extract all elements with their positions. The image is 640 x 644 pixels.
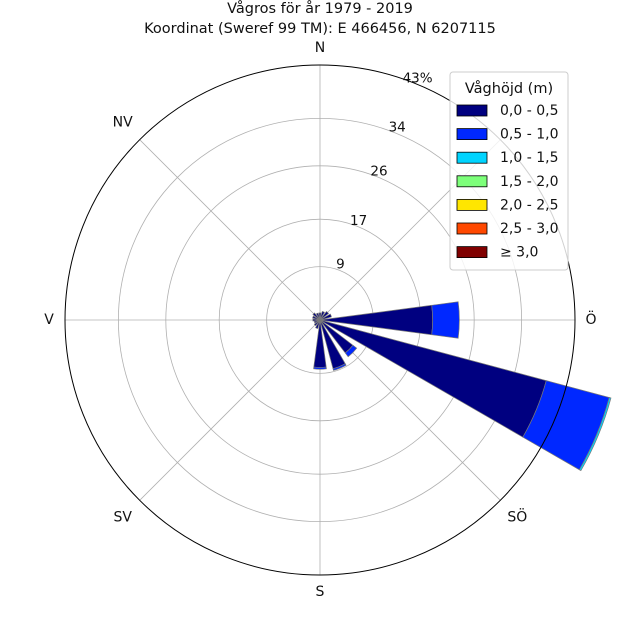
direction-label-sv: SV: [113, 509, 132, 525]
sector-bar-7-0: [313, 319, 321, 324]
polar-grid: [65, 65, 575, 575]
radial-tick-label-4: 43%: [403, 70, 433, 86]
legend: Våghöjd (m) 0,0 - 0,5 0,5 - 1,0 1,0 - 1,5 1,…: [449, 71, 569, 271]
sector-bars: [312, 301, 612, 472]
legend-label-1: 0,5 - 1,0: [500, 127, 558, 143]
legend-swatch-4: [456, 198, 488, 211]
legend-label-3: 1,5 - 2,0: [500, 174, 558, 190]
legend-swatch-0: [456, 104, 488, 117]
legend-swatch-2: [456, 151, 488, 164]
legend-title: Våghöjd (m): [465, 80, 553, 97]
legend-box: [449, 71, 569, 271]
sector-bar-1-2: [578, 397, 612, 472]
direction-label-v: V: [44, 312, 54, 328]
sector-bar-6-0: [313, 319, 321, 327]
legend-swatch-5: [456, 222, 488, 235]
direction-label-ö: Ö: [585, 310, 596, 328]
outer-frame-circle: [64, 64, 576, 576]
grid-spoke-225: [139, 319, 321, 501]
sector-bar-8-0: [312, 318, 321, 322]
sector-bar-0-0: [319, 304, 434, 336]
sector-bar-11-0: [315, 312, 321, 321]
direction-labels: N NV V SV S SÖ Ö: [44, 40, 596, 600]
legend-label-0: 0,0 - 0,5: [500, 103, 558, 119]
radial-tick-labels: 9 17 26 34 43%: [336, 70, 433, 272]
legend-label-6: ≥ 3,0: [500, 245, 538, 261]
sector-bar-1-0: [319, 319, 547, 438]
legend-swatch-1: [456, 128, 488, 141]
legend-label-5: 2,5 - 3,0: [500, 221, 558, 237]
polar-frame: [64, 64, 576, 576]
direction-label-n: N: [315, 40, 325, 56]
sector-bar-15-0: [319, 313, 332, 321]
sector-bar-0-1: [431, 301, 460, 339]
chart-title: Vågros för år 1979 - 2019: [227, 0, 413, 17]
sector-bar-3-1: [332, 363, 347, 371]
legend-swatch-6: [456, 246, 488, 259]
sector-bar-5-0: [315, 319, 321, 330]
sector-bar-9-0: [312, 315, 321, 321]
legend-label-4: 2,0 - 2,5: [500, 197, 558, 213]
direction-label-s: S: [316, 584, 325, 600]
sector-bar-4-1: [313, 366, 327, 370]
sector-bar-13-0: [319, 310, 325, 321]
direction-label-sö: SÖ: [507, 507, 527, 525]
radial-tick-label-2: 26: [370, 164, 387, 180]
legend-swatch-3: [456, 175, 488, 188]
radial-tick-label-0: 9: [336, 257, 345, 273]
legend-label-2: 1,0 - 1,5: [500, 150, 558, 166]
chart-subtitle: Koordinat (Sweref 99 TM): E 466456, N 62…: [144, 21, 496, 37]
sector-bar-12-0: [318, 312, 322, 321]
grid-spoke-315: [139, 139, 321, 321]
radial-tick-label-1: 17: [350, 213, 367, 229]
sector-bar-14-0: [319, 311, 329, 321]
sector-bar-2-1: [344, 344, 358, 358]
direction-label-nv: NV: [113, 115, 133, 131]
sector-bar-10-0: [312, 312, 321, 321]
radial-tick-label-3: 34: [389, 120, 406, 136]
